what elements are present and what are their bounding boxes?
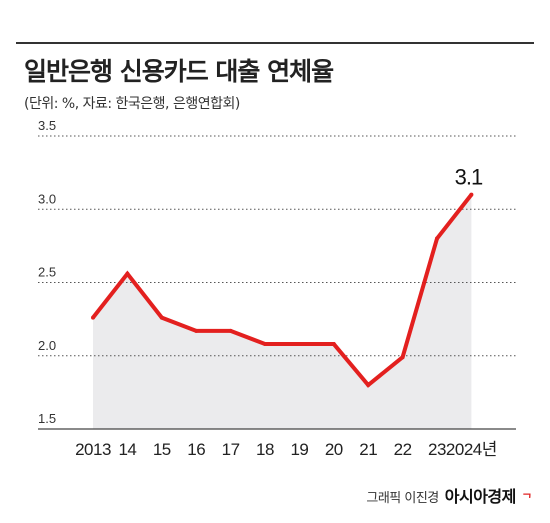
series-line bbox=[91, 193, 473, 388]
top-rule bbox=[16, 42, 534, 44]
data-point-2024년 bbox=[469, 192, 474, 197]
publisher-logo: 아시아경제 bbox=[444, 487, 517, 506]
data-point-23 bbox=[435, 236, 439, 241]
x-tick-label: 22 bbox=[394, 440, 412, 459]
data-point-22 bbox=[400, 355, 405, 360]
x-tick-label: 19 bbox=[290, 440, 308, 459]
x-tick-label: 2024년 bbox=[446, 440, 497, 459]
value-annotation: 3.1 bbox=[455, 165, 483, 190]
publisher-logo-mark: ᄀ bbox=[521, 492, 532, 505]
data-point-20 bbox=[331, 342, 336, 347]
area-fill bbox=[93, 194, 472, 429]
x-tick-label: 15 bbox=[153, 440, 171, 459]
x-tick-label: 2013 bbox=[75, 440, 111, 459]
data-point-18 bbox=[263, 342, 267, 347]
x-tick-label: 21 bbox=[359, 440, 377, 459]
x-tick-label: 16 bbox=[187, 440, 205, 459]
x-tick-label: 17 bbox=[222, 440, 240, 459]
x-tick-label: 20 bbox=[325, 440, 343, 459]
data-point-2013 bbox=[91, 315, 95, 320]
chart-subtitle: (단위: %, 자료: 한국은행, 은행연합회) bbox=[24, 96, 240, 112]
data-point-14 bbox=[125, 271, 130, 276]
graphic-credit: 그래픽 이진경 bbox=[366, 491, 439, 506]
footer: 그래픽 이진경 아시아경제 ᄀ bbox=[366, 483, 532, 507]
x-tick-label: 18 bbox=[256, 440, 274, 459]
y-tick-label: 3.5 bbox=[38, 118, 56, 133]
x-tick-label: 14 bbox=[118, 440, 136, 459]
data-point-21 bbox=[366, 383, 371, 388]
data-point-15 bbox=[159, 315, 164, 320]
data-point-17 bbox=[228, 328, 233, 333]
y-tick-label: 2.5 bbox=[38, 265, 56, 280]
y-tick-label: 1.5 bbox=[38, 411, 56, 426]
data-point-19 bbox=[297, 342, 302, 347]
y-tick-label: 2.0 bbox=[38, 338, 56, 353]
data-point-16 bbox=[194, 328, 199, 333]
x-tick-label: 23 bbox=[428, 440, 446, 459]
y-tick-label: 3.0 bbox=[38, 191, 56, 206]
chart-title: 일반은행 신용카드 대출 연체율 bbox=[24, 57, 334, 86]
